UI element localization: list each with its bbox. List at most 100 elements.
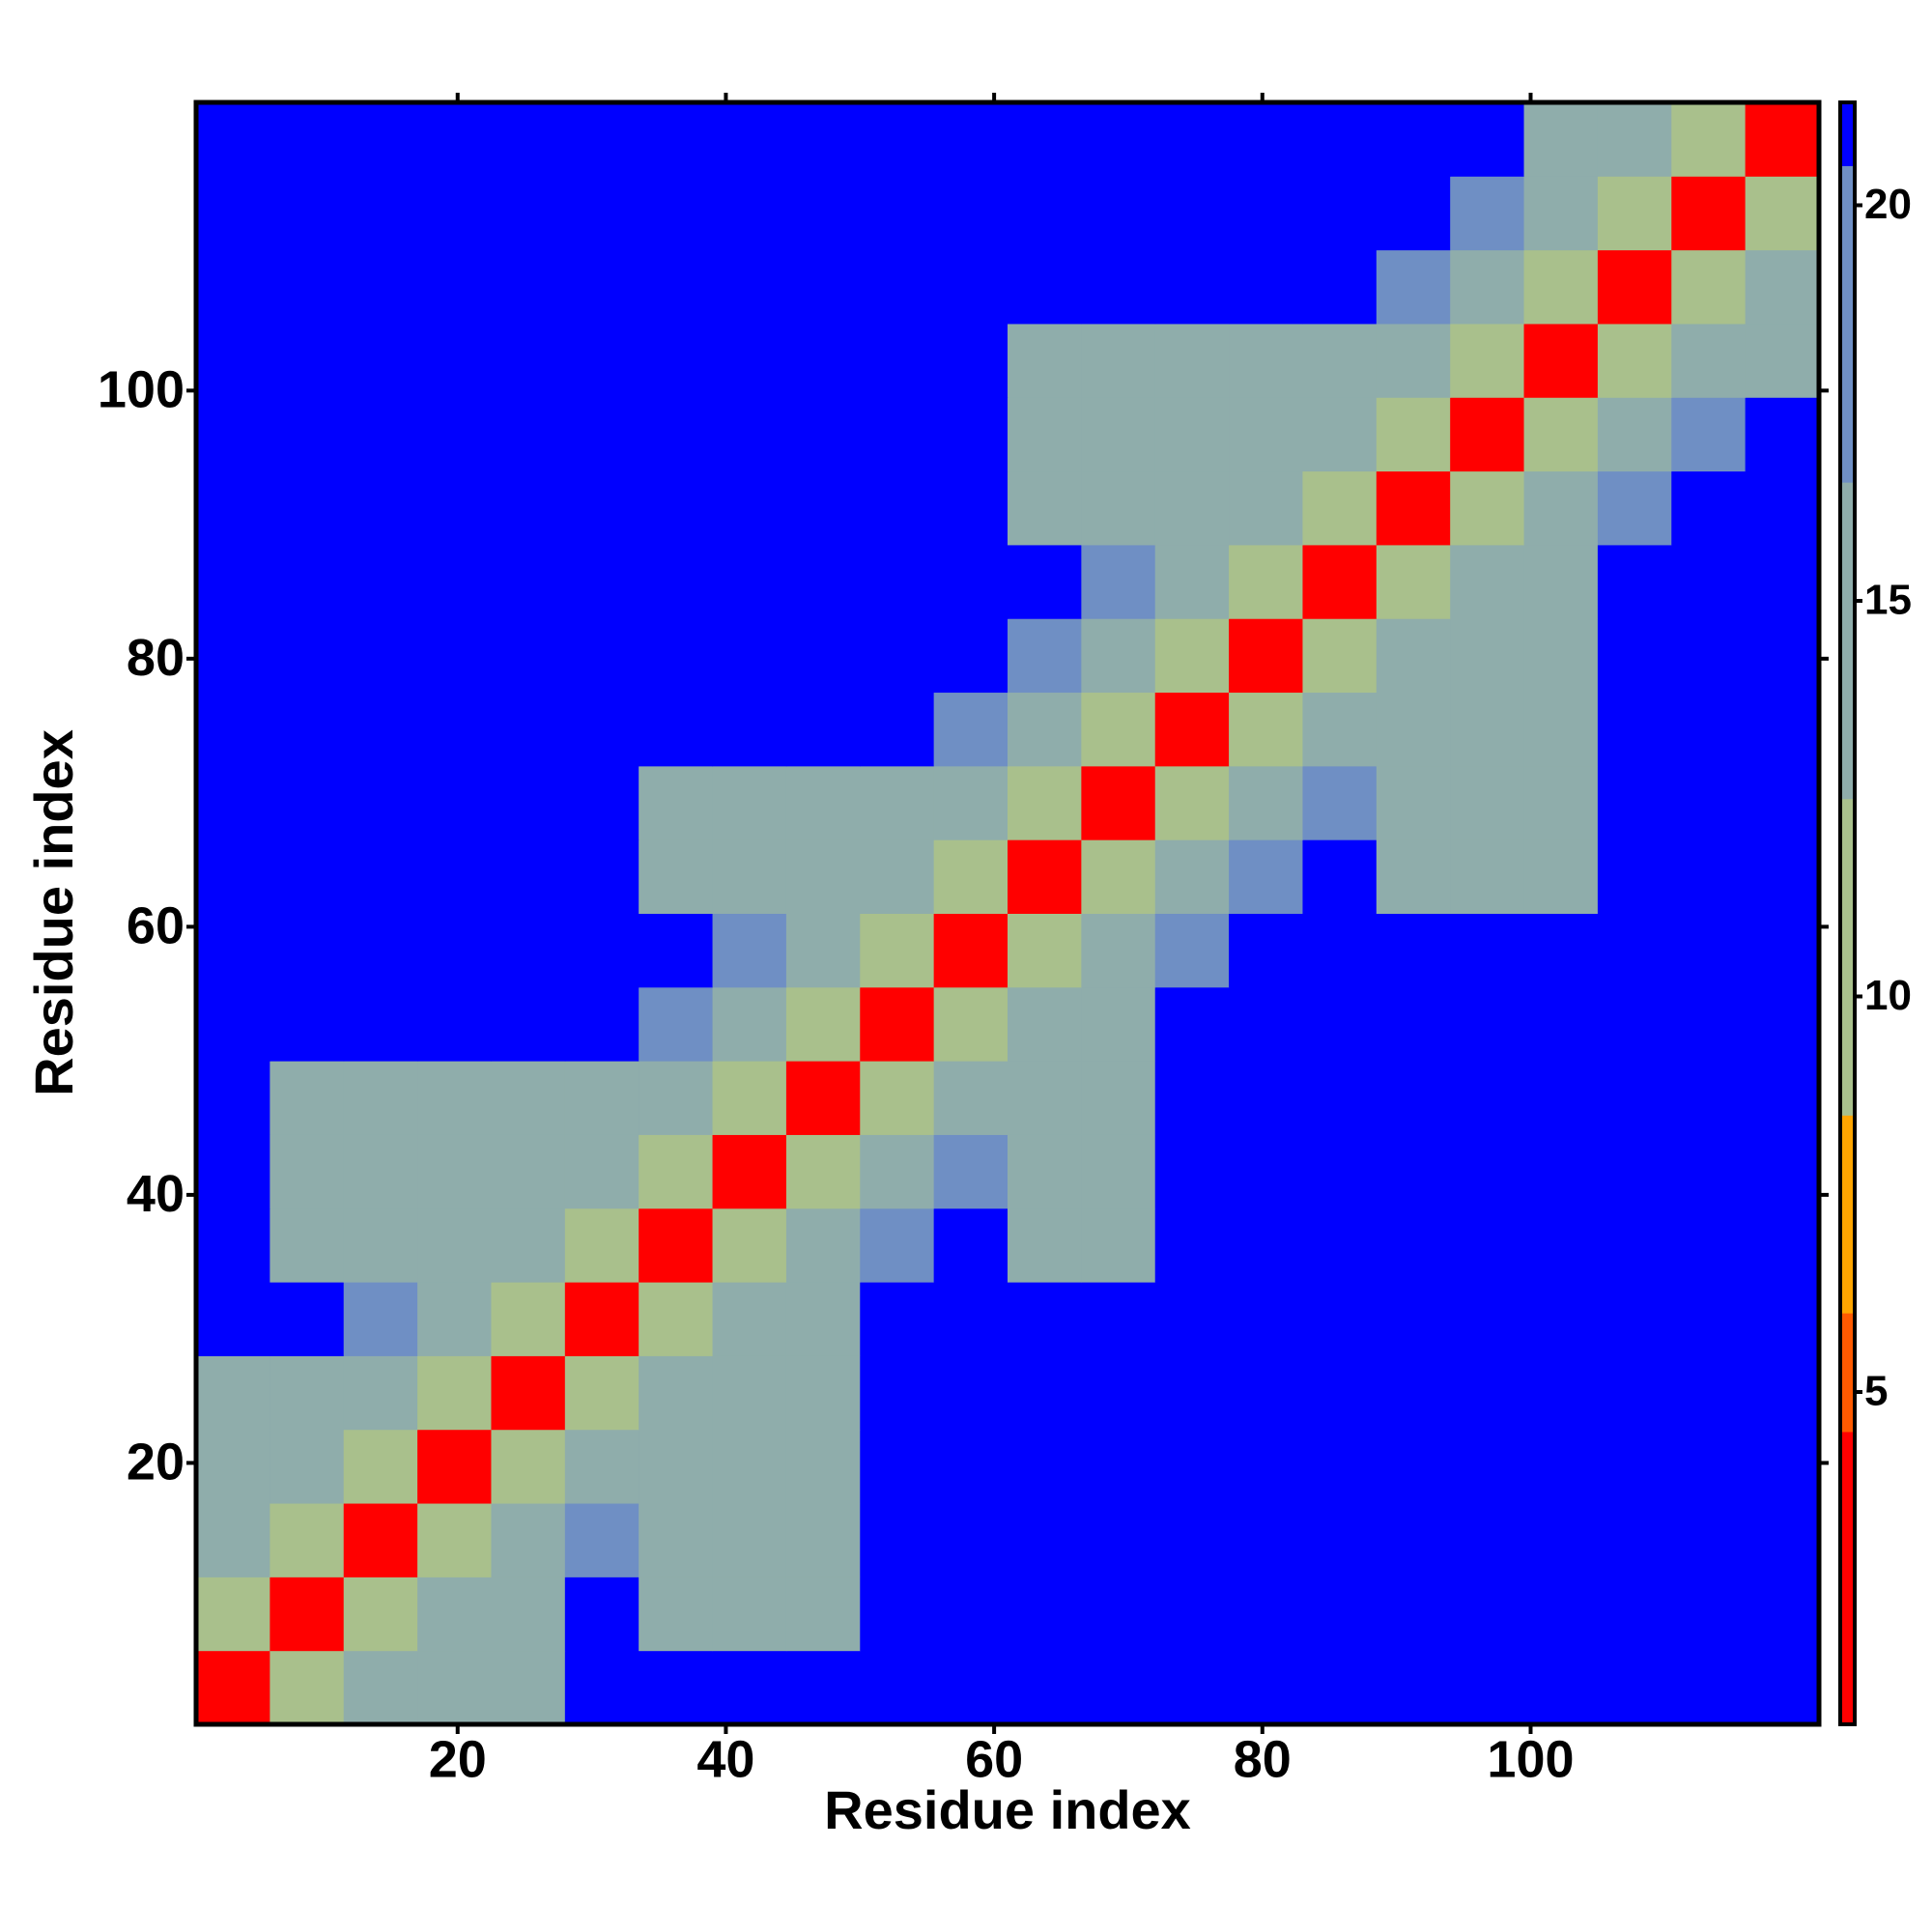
heatmap-cell	[270, 176, 345, 251]
heatmap-cell	[1081, 249, 1156, 325]
heatmap-cell	[1229, 102, 1303, 177]
heatmap-cell	[343, 692, 418, 767]
heatmap-cell	[196, 1503, 270, 1577]
heatmap-cell	[1376, 323, 1451, 398]
heatmap-cell	[491, 1134, 566, 1209]
heatmap-cell	[1597, 692, 1672, 767]
heatmap-cell	[1450, 544, 1525, 619]
heatmap-cell	[196, 913, 270, 988]
heatmap-cell	[1302, 1577, 1378, 1652]
heatmap-cell	[196, 839, 270, 914]
heatmap-cell	[1008, 1577, 1082, 1652]
heatmap-cell	[1745, 1429, 1820, 1504]
heatmap-cell	[1229, 1282, 1303, 1356]
heatmap-cell	[639, 1577, 714, 1652]
heatmap-cell	[1523, 1134, 1599, 1209]
heatmap-cell	[1302, 986, 1378, 1062]
heatmap-cell	[1154, 1429, 1230, 1504]
heatmap-cell	[1154, 1208, 1230, 1283]
heatmap-cell	[1671, 913, 1747, 988]
heatmap-cell	[1597, 1134, 1672, 1209]
x-tick-label: 100	[1487, 1730, 1574, 1788]
heatmap-cell	[1302, 470, 1378, 546]
heatmap-cell	[1154, 102, 1230, 177]
heatmap-cell	[785, 986, 861, 1062]
heatmap-cell	[417, 249, 492, 325]
heatmap-cell	[1523, 1355, 1599, 1431]
heatmap-cell	[1008, 323, 1082, 398]
heatmap-cell	[270, 1503, 345, 1577]
heatmap-cell	[1671, 1134, 1747, 1209]
heatmap-cell	[933, 986, 1009, 1062]
heatmap-cell	[1745, 1208, 1820, 1283]
heatmap-cell	[491, 618, 566, 694]
heatmap-cell	[1302, 1650, 1378, 1725]
heatmap-cell	[933, 1650, 1009, 1725]
heatmap-cell	[1302, 1355, 1378, 1431]
heatmap-cell	[1081, 1282, 1156, 1356]
heatmap-cell	[1154, 397, 1230, 472]
heatmap-cell	[1154, 1134, 1230, 1209]
heatmap-cell	[1008, 1282, 1082, 1356]
heatmap-cell	[417, 1355, 492, 1431]
plot-frame	[193, 99, 1822, 1727]
heatmap-cell	[1081, 765, 1156, 840]
heatmap-cell	[1154, 618, 1230, 694]
heatmap-cell	[1081, 986, 1156, 1062]
heatmap-cell	[196, 1208, 270, 1283]
colorbar-band	[1840, 482, 1855, 800]
heatmap-cell	[1081, 839, 1156, 914]
heatmap-cell	[639, 1208, 714, 1283]
heatmap-cell	[196, 397, 270, 472]
heatmap-cell	[343, 986, 418, 1062]
heatmap-cell	[491, 323, 566, 398]
heatmap-cell	[639, 1650, 714, 1725]
x-tick-label: 20	[429, 1730, 487, 1788]
heatmap-cell	[1008, 176, 1082, 251]
heatmap-cell	[1597, 839, 1672, 914]
heatmap-cell	[564, 544, 639, 619]
x-axis-title: Residue index	[824, 1779, 1191, 1840]
heatmap-cell	[196, 544, 270, 619]
heatmap-cell	[491, 839, 566, 914]
heatmap-cell	[1450, 765, 1525, 840]
heatmap-cell	[1745, 1650, 1820, 1725]
heatmap-cell	[712, 913, 787, 988]
heatmap-cell	[343, 913, 418, 988]
heatmap-cell	[1450, 102, 1525, 177]
heatmap-cell	[343, 1577, 418, 1652]
heatmap-cell	[1671, 470, 1747, 546]
colorbar-band	[1840, 1431, 1855, 1725]
heatmap-cell	[1376, 839, 1451, 914]
heatmap-cell	[712, 176, 787, 251]
heatmap-cell	[1450, 323, 1525, 398]
heatmap-cell	[1008, 692, 1082, 767]
heatmap-cell	[1597, 1577, 1672, 1652]
y-tick-label: 100	[98, 361, 185, 419]
heatmap-cell	[564, 913, 639, 988]
heatmap-cell	[1008, 1061, 1082, 1135]
heatmap-cell	[343, 1429, 418, 1504]
heatmap-cell	[1745, 618, 1820, 694]
heatmap-cell	[1597, 1355, 1672, 1431]
heatmap-cell	[196, 1577, 270, 1652]
heatmap-cell	[1302, 249, 1378, 325]
heatmap-cell	[1008, 765, 1082, 840]
heatmap-cell	[417, 1208, 492, 1283]
heatmap-cell	[417, 986, 492, 1062]
heatmap-cell	[712, 1429, 787, 1504]
heatmap-cell	[270, 692, 345, 767]
heatmap-cell	[1229, 986, 1303, 1062]
heatmap-cell	[933, 176, 1009, 251]
heatmap-cell	[1081, 1134, 1156, 1209]
heatmap-cell	[639, 102, 714, 177]
heatmap-cell	[343, 1503, 418, 1577]
heatmap-cell	[1229, 544, 1303, 619]
heatmap-cell	[1376, 618, 1451, 694]
heatmap-cell	[785, 470, 861, 546]
heatmap-cell	[639, 1503, 714, 1577]
heatmap-cell	[860, 470, 935, 546]
heatmap-cell	[1081, 102, 1156, 177]
heatmap-cell	[1597, 618, 1672, 694]
heatmap-cell	[491, 1208, 566, 1283]
